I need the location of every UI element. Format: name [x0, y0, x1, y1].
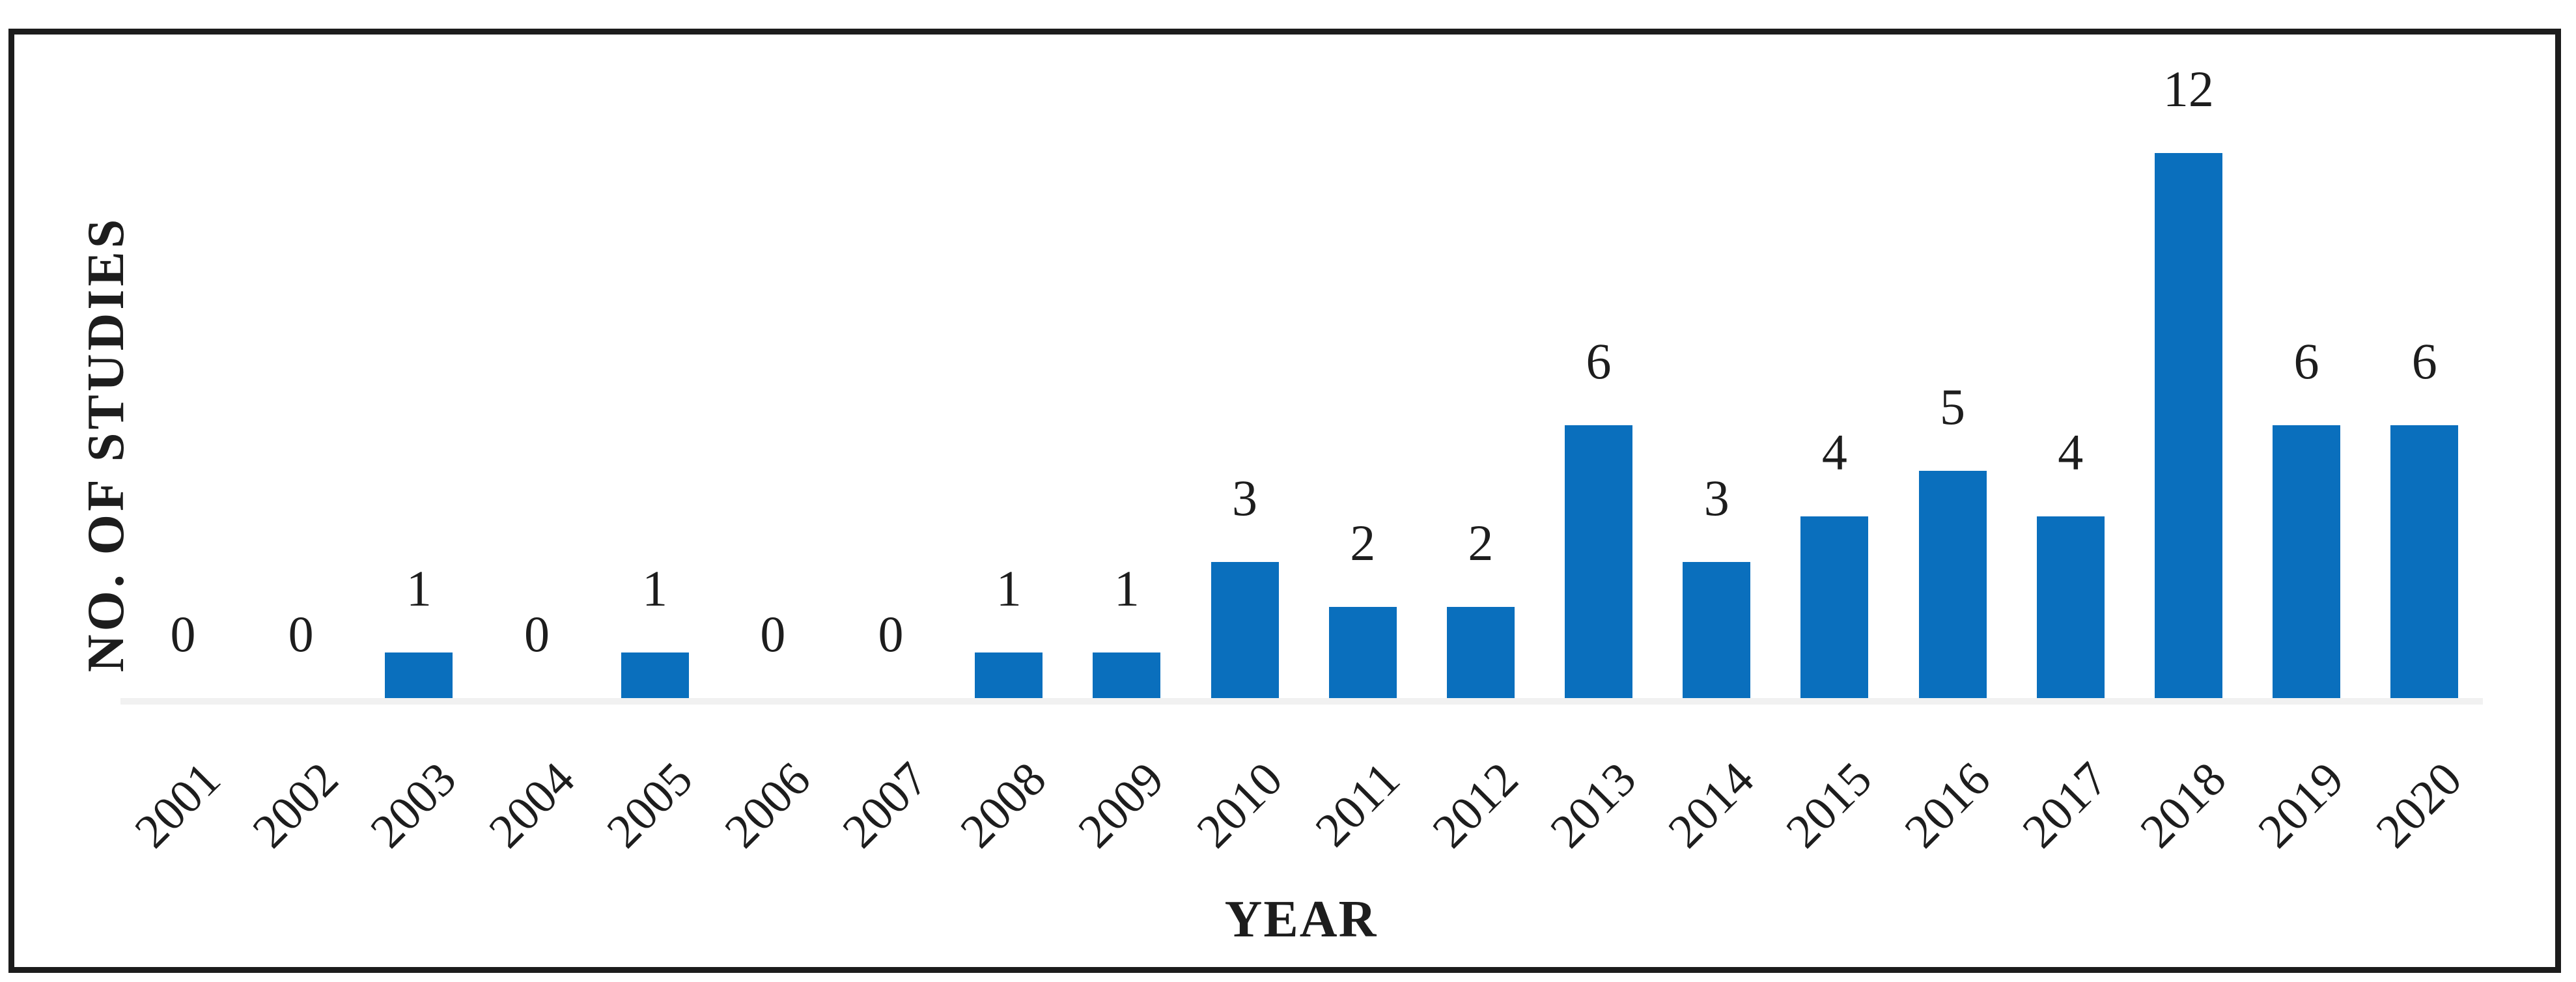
bar-2017: [2036, 516, 2105, 698]
x-tick-2014: 2014: [1658, 752, 1765, 858]
x-tick-2013: 2013: [1540, 752, 1647, 858]
x-tick-2004: 2004: [479, 752, 585, 858]
x-tick-2006: 2006: [714, 752, 821, 858]
bar-2013: [1565, 425, 1633, 698]
value-label-2019: 6: [2293, 333, 2319, 389]
x-tick-2018: 2018: [2130, 752, 2237, 858]
bar-2014: [1683, 562, 1751, 698]
x-tick-2016: 2016: [1894, 752, 2000, 858]
x-tick-2017: 2017: [2012, 752, 2119, 858]
value-label-2016: 5: [1940, 378, 1966, 435]
value-label-2010: 3: [1232, 470, 1258, 526]
x-tick-2008: 2008: [950, 752, 1057, 858]
bar-2010: [1211, 562, 1279, 698]
bar-2019: [2273, 425, 2341, 698]
x-tick-2001: 2001: [124, 752, 231, 858]
value-label-2006: 0: [760, 606, 786, 662]
bar-2008: [975, 652, 1043, 698]
x-tick-2007: 2007: [832, 752, 939, 858]
value-label-2001: 0: [170, 606, 196, 662]
bar-2003: [385, 652, 453, 698]
x-tick-2011: 2011: [1306, 752, 1410, 857]
x-tick-2012: 2012: [1422, 752, 1529, 858]
x-tick-2002: 2002: [242, 752, 349, 858]
value-label-2014: 3: [1703, 470, 1729, 526]
x-tick-2019: 2019: [2248, 752, 2355, 858]
bar-2012: [1446, 607, 1515, 698]
value-label-2011: 2: [1350, 514, 1376, 571]
x-axis-line: [120, 698, 2483, 705]
value-label-2002: 0: [288, 606, 314, 662]
value-label-2013: 6: [1586, 333, 1612, 389]
bar-2011: [1328, 607, 1397, 698]
value-label-2005: 1: [642, 560, 668, 617]
bar-2009: [1093, 652, 1161, 698]
value-label-2009: 1: [1113, 560, 1140, 617]
bar-2016: [1918, 471, 1987, 698]
chart-outer-frame: [8, 29, 2561, 973]
x-axis-title: YEAR: [1224, 891, 1378, 948]
x-tick-2010: 2010: [1186, 752, 1293, 858]
value-label-2004: 0: [524, 606, 550, 662]
bar-2015: [1800, 516, 1869, 698]
value-label-2003: 1: [406, 560, 432, 617]
value-label-2018: 12: [2163, 61, 2214, 117]
value-label-2008: 1: [996, 560, 1022, 617]
x-tick-2003: 2003: [360, 752, 467, 858]
x-tick-2020: 2020: [2366, 752, 2472, 858]
x-tick-2015: 2015: [1776, 752, 1883, 858]
x-tick-2005: 2005: [596, 752, 703, 858]
bar-2018: [2154, 153, 2222, 698]
value-label-2012: 2: [1468, 514, 1494, 571]
value-label-2015: 4: [1821, 424, 1847, 481]
value-label-2017: 4: [2058, 424, 2084, 481]
x-tick-2009: 2009: [1069, 752, 1175, 858]
value-label-2007: 0: [878, 606, 904, 662]
bar-2020: [2390, 425, 2459, 698]
bar-2005: [621, 652, 689, 698]
value-label-2020: 6: [2411, 333, 2437, 389]
